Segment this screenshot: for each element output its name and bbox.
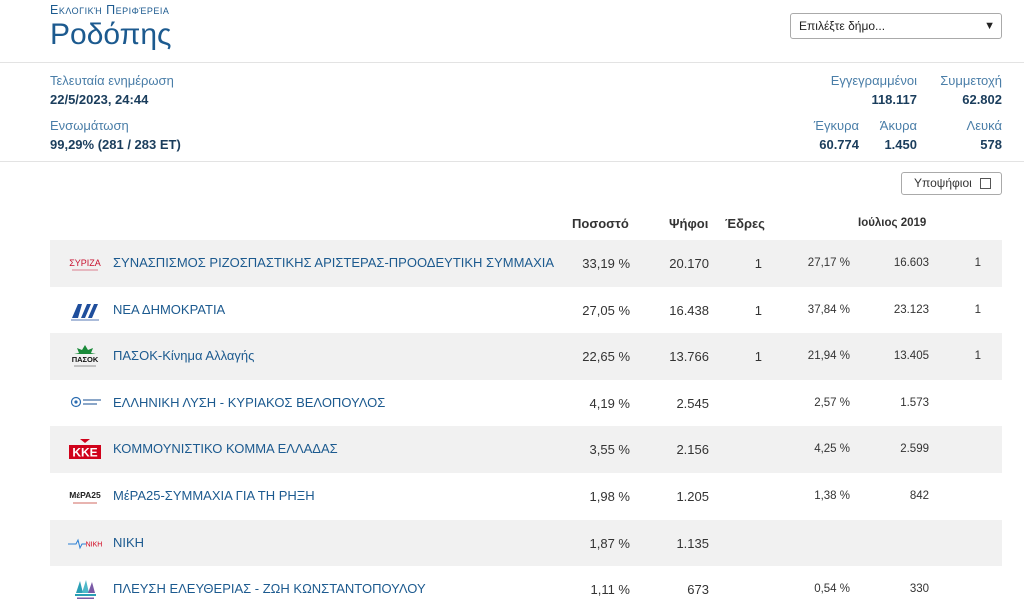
- party-name[interactable]: ΝΙΚΗ: [113, 534, 145, 550]
- party-prev-percent: 0,54 %: [814, 583, 850, 596]
- svg-text:ΚΚΕ: ΚΚΕ: [72, 446, 97, 460]
- nd-logo-icon: [71, 303, 99, 320]
- party-votes: 2.156: [676, 442, 709, 458]
- party-seats: 1: [754, 256, 762, 271]
- party-prev-votes: 1.573: [900, 396, 929, 409]
- party-prev-votes: 842: [909, 489, 929, 502]
- party-prev-percent: 37,84 %: [807, 303, 850, 316]
- turnout-value: 62.802: [962, 92, 1002, 107]
- candidates-toggle[interactable]: Υποψήφιοι: [901, 172, 1002, 195]
- invalid-value: 1.450: [884, 137, 917, 152]
- party-name[interactable]: ΜέΡΑ25-ΣΥΜΜΑΧΙΑ ΓΙΑ ΤΗ ΡΗΞΗ: [113, 487, 315, 503]
- header-divider: [0, 62, 1024, 63]
- party-row[interactable]: ΚΚΕ ΚΟΜΜΟΥΝΙΣΤΙΚΟ ΚΟΜΜΑ ΕΛΛΑΔΑΣ 3,55 % 2…: [50, 426, 1002, 473]
- kke-logo-icon: ΚΚΕ: [69, 439, 101, 460]
- last-update-value: 22/5/2023, 24:44: [50, 92, 149, 107]
- party-prev-votes: 330: [909, 583, 929, 596]
- registered-label: Εγγεγραμμένοι: [830, 73, 917, 88]
- col-previous-election: Ιούλιος 2019: [858, 217, 927, 229]
- party-votes: 13.766: [669, 349, 709, 365]
- party-seats: 1: [754, 349, 762, 365]
- party-percent: 33,19 %: [582, 256, 630, 271]
- party-votes: 20.170: [669, 256, 709, 271]
- party-row[interactable]: ΠΑΣΟΚ ΠΑΣΟΚ-Κίνημα Αλλαγής 22,65 % 13.76…: [50, 333, 1002, 380]
- party-name[interactable]: ΝΕΑ ΔΗΜΟΚΡΑΤΙΑ: [113, 301, 226, 317]
- party-percent: 4,19 %: [589, 395, 630, 411]
- region-label: Εκλογική Περιφέρεια: [50, 3, 170, 17]
- party-row[interactable]: ΣΥΡΙΖΑ ΣΥΝΑΣΠΙΣΜΟΣ ΡΙΖΟΣΠΑΣΤΙΚΗΣ ΑΡΙΣΤΕΡ…: [50, 240, 1002, 287]
- syriza-logo-icon: ΣΥΡΙΖΑ: [69, 258, 101, 271]
- last-update-label: Τελευταία ενημέρωση: [50, 73, 174, 88]
- party-prev-seats: 1: [974, 303, 981, 316]
- blank-value: 578: [980, 137, 1002, 152]
- party-votes: 1.135: [676, 535, 709, 551]
- party-votes: 16.438: [669, 302, 709, 318]
- party-percent: 1,87 %: [589, 535, 630, 551]
- svg-text:ΠΑΣΟΚ: ΠΑΣΟΚ: [72, 355, 99, 364]
- party-percent: 1,98 %: [589, 488, 630, 504]
- blank-label: Λευκά: [966, 118, 1002, 133]
- chevron-down-icon: ▼: [984, 20, 995, 32]
- stats-divider: [0, 161, 1024, 162]
- party-prev-percent: 27,17 %: [807, 257, 850, 269]
- mera25-logo-icon: ΜέΡΑ25: [69, 490, 101, 504]
- party-percent: 3,55 %: [589, 442, 630, 458]
- party-row[interactable]: ΠΛΕΥΣΗ ΕΛΕΥΘΕΡΙΑΣ - ΖΩΗ ΚΩΝΣΤΑΝΤΟΠΟΥΛΟΥ …: [50, 566, 1002, 613]
- niki-logo-icon: ΝΙΚΗ: [68, 538, 103, 549]
- party-percent: 22,65 %: [582, 349, 630, 365]
- party-row[interactable]: ΕΛΛΗΝΙΚΗ ΛΥΣΗ - ΚΥΡΙΑΚΟΣ ΒΕΛΟΠΟΥΛΟΣ 4,19…: [50, 380, 1002, 427]
- integration-value: 99,29% (281 / 283 ΕΤ): [50, 137, 181, 152]
- municipality-select-value: Επιλέξτε δήμο...: [799, 19, 886, 33]
- candidates-checkbox[interactable]: [980, 178, 991, 189]
- municipality-select[interactable]: Επιλέξτε δήμο... ▼: [790, 13, 1002, 39]
- party-prev-votes: 23.123: [893, 303, 929, 316]
- party-percent: 1,11 %: [590, 582, 630, 598]
- party-name[interactable]: ΚΟΜΜΟΥΝΙΣΤΙΚΟ ΚΟΜΜΑ ΕΛΛΑΔΑΣ: [113, 441, 338, 457]
- valid-label: Έγκυρα: [813, 118, 859, 133]
- registered-value: 118.117: [871, 92, 917, 107]
- party-prev-votes: 13.405: [893, 350, 929, 363]
- party-votes: 673: [687, 582, 709, 598]
- svg-text:ΣΥΡΙΖΑ: ΣΥΡΙΖΑ: [69, 258, 101, 268]
- party-votes: 2.545: [676, 395, 709, 411]
- party-prev-percent: 2,57 %: [814, 396, 850, 409]
- svg-text:ΜέΡΑ25: ΜέΡΑ25: [69, 490, 101, 500]
- pasok-logo-icon: ΠΑΣΟΚ: [72, 345, 99, 367]
- col-seats: Έδρες: [725, 216, 765, 231]
- valid-value: 60.774: [819, 137, 859, 152]
- turnout-label: Συμμετοχή: [940, 73, 1002, 88]
- party-name[interactable]: ΠΛΕΥΣΗ ΕΛΕΥΘΕΡΙΑΣ - ΖΩΗ ΚΩΝΣΤΑΝΤΟΠΟΥΛΟΥ: [113, 581, 426, 597]
- header: Εκλογική Περιφέρεια Ροδόπης Επιλέξτε δήμ…: [0, 0, 1024, 62]
- svg-text:ΝΙΚΗ: ΝΙΚΗ: [86, 541, 103, 548]
- party-seats: 1: [754, 302, 762, 318]
- party-prev-seats: 1: [974, 257, 981, 269]
- region-title: Ροδόπης: [50, 18, 172, 51]
- party-prev-seats: 1: [974, 350, 981, 363]
- party-prev-percent: 21,94 %: [807, 350, 850, 363]
- col-percent: Ποσοστό: [572, 216, 629, 231]
- col-votes: Ψήφοι: [669, 216, 709, 231]
- integration-label: Ενσωμάτωση: [50, 118, 129, 133]
- party-name[interactable]: ΠΑΣΟΚ-Κίνημα Αλλαγής: [113, 348, 255, 364]
- results-table: ΣΥΡΙΖΑ ΣΥΝΑΣΠΙΣΜΟΣ ΡΙΖΟΣΠΑΣΤΙΚΗΣ ΑΡΙΣΤΕΡ…: [50, 240, 1002, 613]
- candidates-toggle-label: Υποψήφιοι: [914, 176, 972, 190]
- party-name[interactable]: ΕΛΛΗΝΙΚΗ ΛΥΣΗ - ΚΥΡΙΑΚΟΣ ΒΕΛΟΠΟΥΛΟΣ: [113, 394, 386, 410]
- party-prev-votes: 2.599: [900, 443, 929, 456]
- party-row[interactable]: ΝΙΚΗ ΝΙΚΗ 1,87 % 1.135: [50, 519, 1002, 567]
- party-prev-votes: 16.603: [893, 257, 929, 269]
- party-name[interactable]: ΣΥΝΑΣΠΙΣΜΟΣ ΡΙΖΟΣΠΑΣΤΙΚΗΣ ΑΡΙΣΤΕΡΑΣ-ΠΡΟΟ…: [113, 255, 555, 270]
- party-percent: 27,05 %: [582, 302, 630, 318]
- party-prev-percent: 1,38 %: [814, 489, 850, 502]
- party-row[interactable]: ΜέΡΑ25 ΜέΡΑ25-ΣΥΜΜΑΧΙΑ ΓΙΑ ΤΗ ΡΗΞΗ 1,98 …: [50, 473, 1002, 520]
- invalid-label: Άκυρα: [879, 118, 917, 133]
- party-votes: 1.205: [676, 488, 709, 504]
- elliniki-lysi-logo-icon: [70, 396, 101, 407]
- party-prev-percent: 4,25 %: [814, 443, 850, 456]
- party-row[interactable]: ΝΕΑ ΔΗΜΟΚΡΑΤΙΑ 27,05 % 16.438 1 37,84 % …: [50, 287, 1002, 334]
- plefsi-logo-icon: [75, 580, 96, 600]
